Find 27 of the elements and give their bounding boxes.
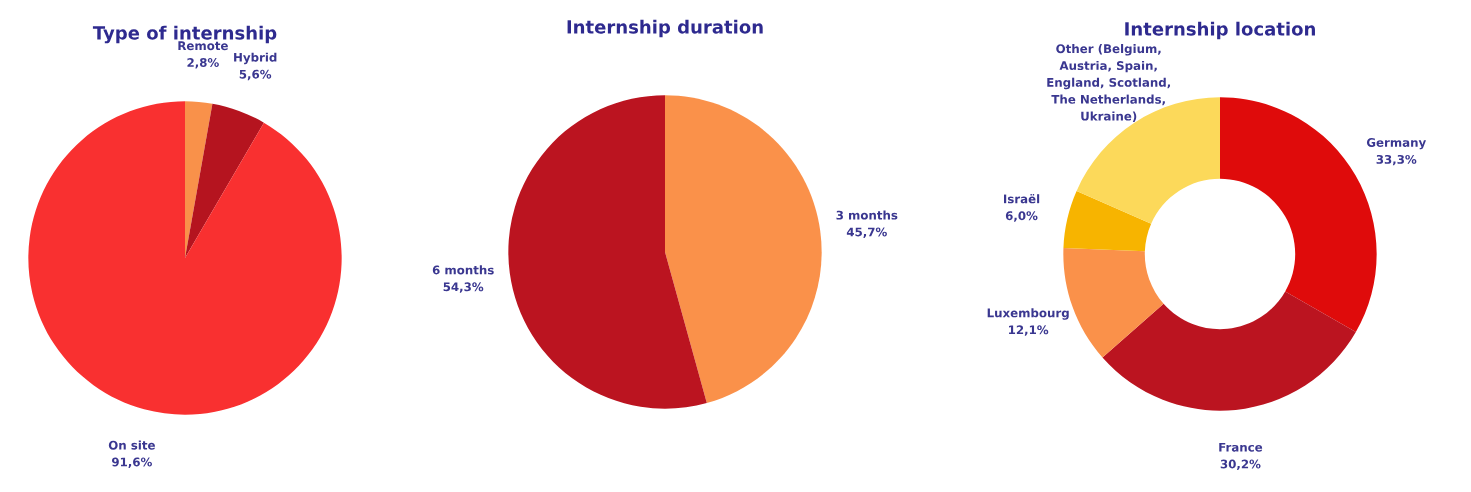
slice-label: Israël [1003,194,1040,204]
pie-slice [185,101,213,258]
data-label: 12,1% [1009,325,1049,336]
data-label: 91,6% [112,457,152,468]
data-label: 5,6% [239,69,272,81]
slice-label: Luxembourg [987,308,1069,320]
pie-slice [28,101,342,415]
slice-label: Other (Belgium, Austria, Spain, England, Scotland, The Netherlands, Ukraine) [1047,44,1171,122]
data-label: 45,7% [846,227,887,238]
pie-slice [508,95,707,409]
chart-title: Internship duration [567,19,763,38]
data-label: 6,0% [1005,211,1038,222]
donut-slice [1102,291,1356,411]
slice-label: France [1219,442,1263,452]
pie-slice [185,103,264,258]
slice-label: 6 months [432,265,494,275]
slice-label: On site [108,440,155,450]
data-label: 2,8% [187,58,219,69]
chart-title: Internship location [1125,21,1315,40]
donut-slice [1063,190,1152,252]
pie-slice [665,95,822,403]
data-label: 30,2% [1220,459,1261,470]
data-label: 54,3% [443,282,484,293]
slice-label: Hybrid [234,52,277,65]
data-label: 33,3% [1376,154,1417,166]
slice-label: Germany [1366,137,1426,150]
slice-label: 3 months [836,210,898,220]
